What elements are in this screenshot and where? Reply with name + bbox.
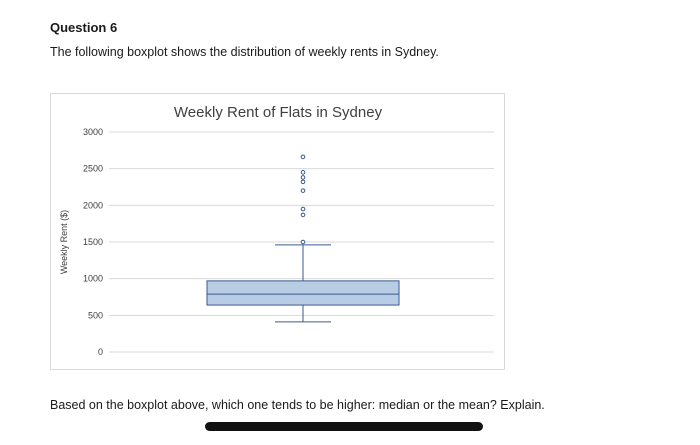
y-tick-label: 1500 <box>83 237 103 247</box>
y-tick-label: 2000 <box>83 200 103 210</box>
outlier-point <box>300 206 306 212</box>
y-axis-label: Weekly Rent ($) <box>59 210 69 274</box>
y-tick-label: 500 <box>88 310 103 320</box>
chart-title: Weekly Rent of Flats in Sydney <box>174 104 383 121</box>
y-tick-label: 2500 <box>83 164 103 174</box>
y-tick-label: 3000 <box>83 127 103 137</box>
scroll-indicator[interactable] <box>205 422 483 431</box>
y-tick-label: 0 <box>98 347 103 357</box>
question-intro: The following boxplot shows the distribu… <box>50 45 439 59</box>
y-tick-label: 1000 <box>83 274 103 284</box>
chart-svg: Weekly Rent of Flats in Sydney Weekly Ren… <box>59 104 494 357</box>
outlier-point <box>300 239 306 245</box>
iqr-box <box>206 280 400 306</box>
question-prompt: Based on the boxplot above, which one te… <box>50 398 545 412</box>
boxplot-chart: Weekly Rent of Flats in Sydney Weekly Ren… <box>50 93 505 370</box>
outlier-point <box>300 170 306 175</box>
outlier-point <box>300 188 306 193</box>
outlier-point <box>300 179 306 185</box>
outlier-point <box>300 212 306 218</box>
question-title: Question 6 <box>50 20 118 35</box>
outlier-point <box>300 175 306 180</box>
outlier-point <box>300 154 306 160</box>
